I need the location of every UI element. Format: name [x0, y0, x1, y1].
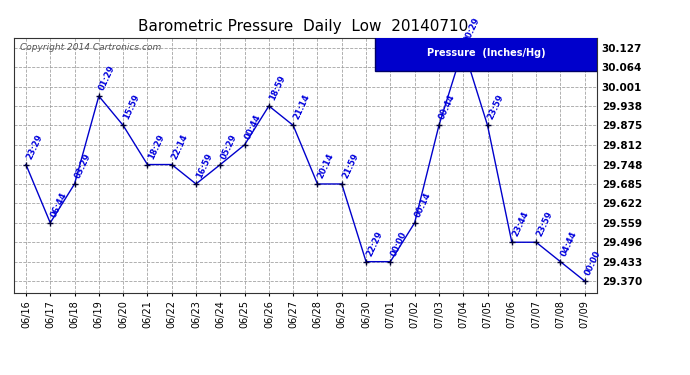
- Text: Pressure  (Inches/Hg): Pressure (Inches/Hg): [426, 48, 545, 58]
- Text: 18:29: 18:29: [146, 132, 166, 160]
- Text: 20:14: 20:14: [316, 152, 336, 180]
- Text: 21:59: 21:59: [341, 152, 360, 180]
- Text: 06:44: 06:44: [49, 190, 68, 219]
- Text: 00:14: 00:14: [413, 191, 433, 219]
- Text: 15:59: 15:59: [122, 93, 141, 121]
- Text: Copyright 2014 Cartronics.com: Copyright 2014 Cartronics.com: [19, 43, 161, 52]
- Text: 23:44: 23:44: [511, 210, 530, 238]
- Text: 22:14: 22:14: [170, 132, 190, 160]
- Text: 00:00: 00:00: [389, 230, 408, 258]
- Text: 21:14: 21:14: [292, 93, 311, 121]
- Text: 00:44: 00:44: [244, 113, 263, 141]
- Text: 00:29: 00:29: [462, 16, 482, 44]
- FancyBboxPatch shape: [375, 35, 597, 70]
- Text: 00:00: 00:00: [584, 249, 603, 277]
- Text: 00:44: 00:44: [437, 93, 457, 121]
- Text: 18:59: 18:59: [268, 74, 287, 102]
- Text: 05:29: 05:29: [219, 132, 239, 160]
- Text: 22:29: 22:29: [365, 230, 384, 258]
- Text: 01:29: 01:29: [97, 64, 117, 92]
- Text: Barometric Pressure  Daily  Low  20140710: Barometric Pressure Daily Low 20140710: [139, 19, 469, 34]
- Text: 16:59: 16:59: [195, 152, 215, 180]
- Text: 23:59: 23:59: [535, 210, 554, 238]
- Text: 04:44: 04:44: [559, 230, 579, 258]
- Text: 03:29: 03:29: [73, 152, 92, 180]
- Text: 23:29: 23:29: [25, 132, 44, 160]
- Text: 23:59: 23:59: [486, 93, 506, 121]
